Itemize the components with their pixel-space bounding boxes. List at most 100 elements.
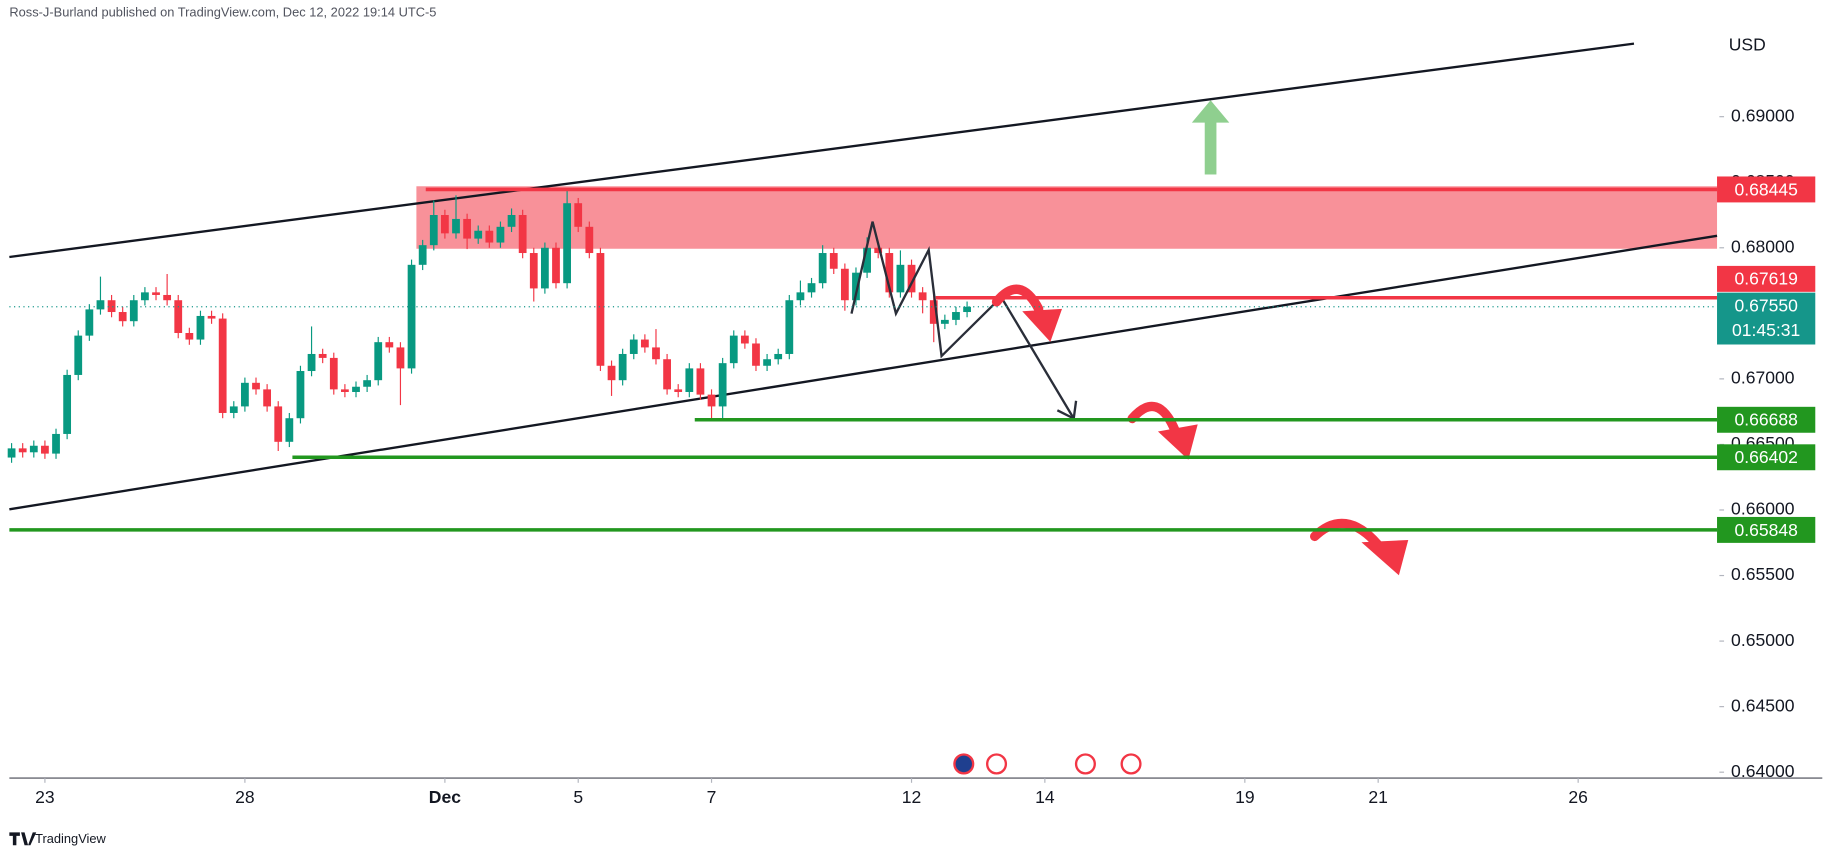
candle-body xyxy=(540,247,549,289)
candle-body xyxy=(252,382,260,390)
candle-body xyxy=(274,406,283,442)
candle-body xyxy=(674,389,683,392)
candle-body xyxy=(496,226,505,243)
candle-body xyxy=(396,347,405,369)
candle-body xyxy=(452,218,460,234)
candle-body xyxy=(107,300,116,313)
event-icon xyxy=(986,753,1008,775)
arrow-head xyxy=(1022,308,1063,342)
brand: TradingView xyxy=(35,831,106,846)
candle-body xyxy=(885,253,894,293)
candle-body xyxy=(929,300,938,324)
candle-body xyxy=(663,359,671,390)
last-price-label: 0.67550 xyxy=(1734,295,1798,315)
x-tick-label: 7 xyxy=(707,787,717,807)
candle-body xyxy=(41,445,49,454)
candle-body xyxy=(18,448,27,453)
y-tick-label: 0.69000 xyxy=(1731,105,1795,125)
candle-body xyxy=(29,445,38,453)
candle-body xyxy=(718,363,727,407)
candle-body xyxy=(807,283,816,293)
candle-body xyxy=(829,253,838,269)
candle-body xyxy=(474,230,483,239)
attribution: Ross-J-Burland published on TradingView.… xyxy=(9,4,436,19)
brand-logo xyxy=(9,832,37,846)
level-label: 0.66402 xyxy=(1734,447,1797,467)
x-tick-label: 21 xyxy=(1368,787,1388,807)
candle-body xyxy=(618,353,627,381)
candle-body xyxy=(729,335,738,364)
y-tick-label: 0.68000 xyxy=(1731,236,1795,256)
candle-body xyxy=(763,359,771,366)
level-label-box xyxy=(1717,265,1816,292)
candle-body xyxy=(852,272,860,301)
candle-body xyxy=(196,315,205,340)
trendline xyxy=(9,234,1718,511)
candle-body xyxy=(785,300,794,354)
event-icon xyxy=(1074,753,1096,775)
countdown: 01:45:31 xyxy=(1732,320,1800,340)
candle-body xyxy=(863,247,871,273)
arrow-head xyxy=(1361,539,1409,576)
candle-body xyxy=(329,357,338,390)
candle-body xyxy=(263,389,272,407)
y-tick-label: 0.66000 xyxy=(1731,499,1795,519)
candle-body xyxy=(640,339,649,348)
candle-body xyxy=(740,335,749,344)
candle-body xyxy=(440,215,449,234)
candle-body xyxy=(752,343,760,366)
candle-body xyxy=(341,389,349,392)
level-label: 0.65848 xyxy=(1734,520,1798,540)
candle-body xyxy=(685,368,694,392)
candle-body xyxy=(696,368,705,395)
candle-body xyxy=(585,226,594,254)
candle-body xyxy=(318,353,327,358)
candle-body xyxy=(352,386,360,392)
x-tick-label: 5 xyxy=(573,787,583,807)
event-icon xyxy=(953,753,975,775)
x-tick-label: 26 xyxy=(1568,787,1588,807)
candle-body xyxy=(218,318,227,413)
y-tick-label: 0.65000 xyxy=(1731,630,1795,650)
x-tick-label: Dec xyxy=(429,787,461,807)
x-tick-label: 12 xyxy=(902,787,922,807)
candle-body xyxy=(874,247,883,254)
candle-body xyxy=(652,347,660,360)
candle-body xyxy=(818,253,827,284)
level-label-box xyxy=(1717,444,1816,471)
candle-body xyxy=(296,371,305,419)
candle-body xyxy=(363,380,372,387)
x-tick-label: 19 xyxy=(1235,787,1255,807)
candle-body xyxy=(463,218,471,239)
candle-body xyxy=(796,292,805,301)
candle-body xyxy=(374,342,383,381)
candle-body xyxy=(629,339,638,354)
candle-body xyxy=(229,406,238,413)
x-tick-label: 28 xyxy=(235,787,255,807)
level-label-box xyxy=(1717,176,1816,203)
candle-body xyxy=(207,315,216,319)
candle-body xyxy=(507,215,516,227)
candle-body xyxy=(385,342,394,348)
candle-body xyxy=(163,294,172,301)
candle-body xyxy=(607,365,616,381)
level-label: 0.67619 xyxy=(1734,269,1797,289)
candle-body xyxy=(407,264,416,369)
candle-body xyxy=(529,253,538,289)
candle-body xyxy=(285,418,294,442)
candle-body xyxy=(907,264,916,293)
candles xyxy=(7,188,971,463)
candle-body xyxy=(552,247,560,284)
candle-body xyxy=(185,332,194,340)
level-label: 0.68445 xyxy=(1734,179,1798,199)
candle-body xyxy=(418,245,427,265)
up-arrow xyxy=(1204,120,1217,175)
trendline xyxy=(9,42,1635,259)
level-label-box xyxy=(1717,516,1816,543)
event-icon xyxy=(1120,753,1142,775)
curve-arrow xyxy=(1127,401,1181,437)
candle-body xyxy=(940,319,949,324)
up-arrow-head xyxy=(1191,100,1230,123)
